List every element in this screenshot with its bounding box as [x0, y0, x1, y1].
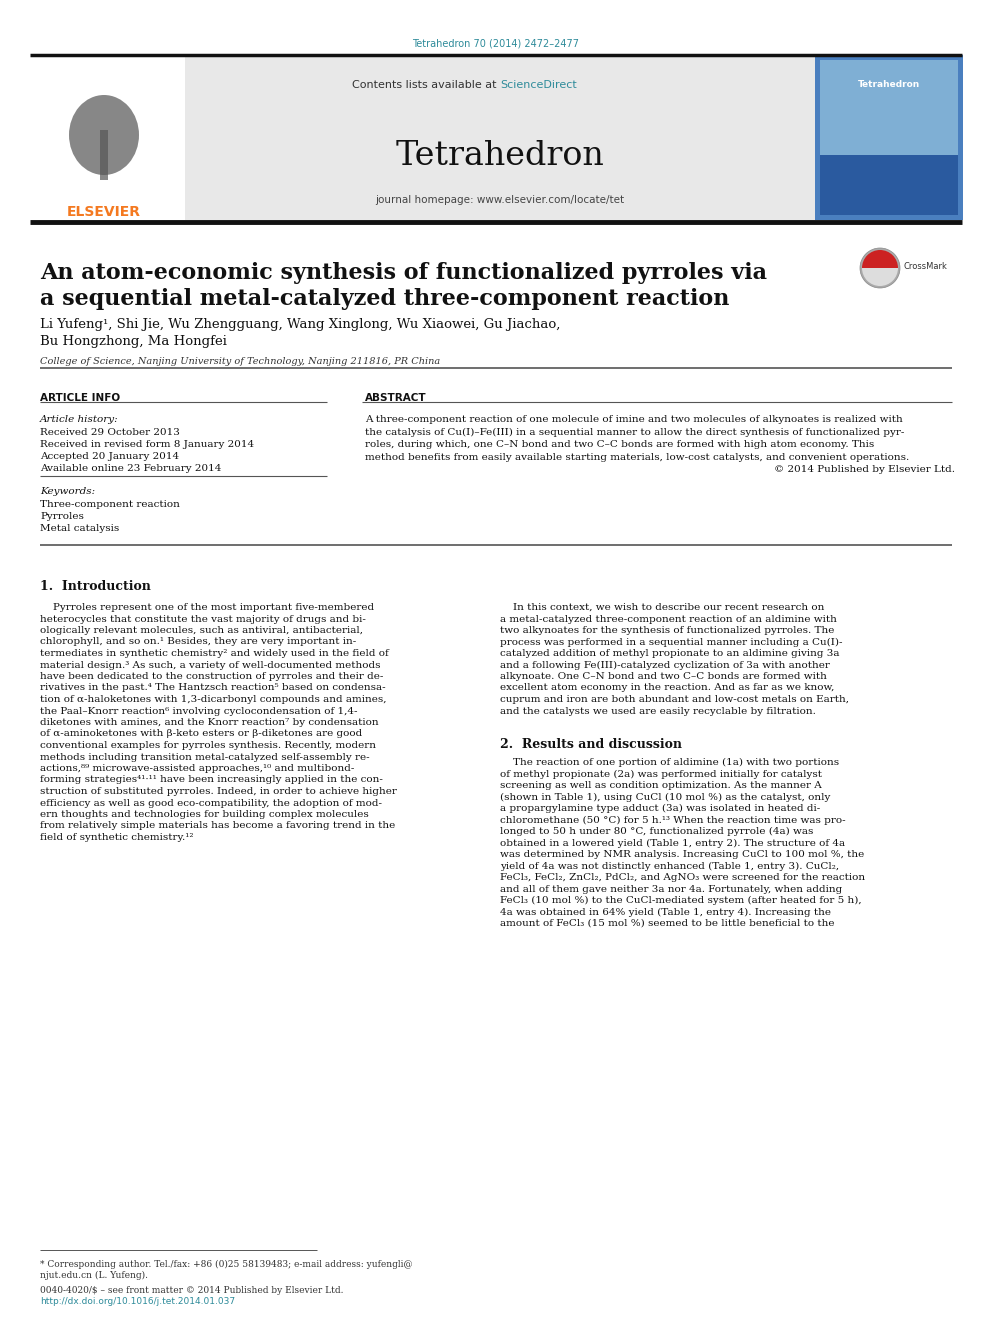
Text: yield of 4a was not distinctly enhanced (Table 1, entry 3). CuCl₂,: yield of 4a was not distinctly enhanced … [500, 861, 839, 871]
Text: a metal-catalyzed three-component reaction of an aldimine with: a metal-catalyzed three-component reacti… [500, 614, 837, 623]
Text: CrossMark: CrossMark [904, 262, 948, 271]
Text: Three-component reaction: Three-component reaction [40, 500, 180, 509]
Text: process was performed in a sequential manner including a Cu(I)-: process was performed in a sequential ma… [500, 638, 842, 647]
Text: chlorophyll, and so on.¹ Besides, they are very important in-: chlorophyll, and so on.¹ Besides, they a… [40, 638, 356, 647]
Text: Accepted 20 January 2014: Accepted 20 January 2014 [40, 452, 180, 460]
Text: chloromethane (50 °C) for 5 h.¹³ When the reaction time was pro-: chloromethane (50 °C) for 5 h.¹³ When th… [500, 815, 845, 824]
Text: longed to 50 h under 80 °C, functionalized pyrrole (4a) was: longed to 50 h under 80 °C, functionaliz… [500, 827, 813, 836]
Text: © 2014 Published by Elsevier Ltd.: © 2014 Published by Elsevier Ltd. [774, 464, 955, 474]
Text: and the catalysts we used are easily recyclable by filtration.: and the catalysts we used are easily rec… [500, 706, 815, 716]
Circle shape [860, 247, 900, 288]
Text: heterocycles that constitute the vast majority of drugs and bi-: heterocycles that constitute the vast ma… [40, 614, 366, 623]
Bar [815, 56, 963, 220]
Text: In this context, we wish to describe our recent research on: In this context, we wish to describe our… [500, 603, 824, 613]
Text: conventional examples for pyrroles synthesis. Recently, modern: conventional examples for pyrroles synth… [40, 741, 376, 750]
Text: ARTICLE INFO: ARTICLE INFO [40, 393, 120, 404]
Text: the catalysis of Cu(I)–Fe(III) in a sequential manner to allow the direct synthe: the catalysis of Cu(I)–Fe(III) in a sequ… [365, 427, 905, 437]
Text: method benefits from easily available starting materials, low-cost catalysts, an: method benefits from easily available st… [365, 452, 910, 462]
Text: of α-aminoketones with β-keto esters or β-diketones are good: of α-aminoketones with β-keto esters or … [40, 729, 362, 738]
Text: College of Science, Nanjing University of Technology, Nanjing 211816, PR China: College of Science, Nanjing University o… [40, 357, 440, 366]
Wedge shape [862, 269, 898, 286]
Text: cuprum and iron are both abundant and low-cost metals on Earth,: cuprum and iron are both abundant and lo… [500, 695, 849, 704]
Text: http://dx.doi.org/10.1016/j.tet.2014.01.037: http://dx.doi.org/10.1016/j.tet.2014.01.… [40, 1297, 235, 1306]
Text: The reaction of one portion of aldimine (1a) with two portions: The reaction of one portion of aldimine … [500, 758, 839, 767]
Text: journal homepage: www.elsevier.com/locate/tet: journal homepage: www.elsevier.com/locat… [375, 194, 625, 205]
Text: ELSEVIER: ELSEVIER [67, 205, 141, 220]
Text: material design.³ As such, a variety of well-documented methods: material design.³ As such, a variety of … [40, 660, 381, 669]
Bar [100, 130, 108, 180]
Text: Bu Hongzhong, Ma Hongfei: Bu Hongzhong, Ma Hongfei [40, 335, 227, 348]
Text: was determined by NMR analysis. Increasing CuCl to 100 mol %, the: was determined by NMR analysis. Increasi… [500, 849, 864, 859]
Text: obtained in a lowered yield (Table 1, entry 2). The structure of 4a: obtained in a lowered yield (Table 1, en… [500, 839, 845, 848]
Bar [185, 56, 815, 220]
Text: Tetrahedron: Tetrahedron [396, 140, 604, 172]
Text: * Corresponding author. Tel./fax: +86 (0)25 58139483; e-mail address: yufengli@: * Corresponding author. Tel./fax: +86 (0… [40, 1259, 413, 1269]
Text: 0040-4020/$ – see front matter © 2014 Published by Elsevier Ltd.: 0040-4020/$ – see front matter © 2014 Pu… [40, 1286, 343, 1295]
Text: (shown in Table 1), using CuCl (10 mol %) as the catalyst, only: (shown in Table 1), using CuCl (10 mol %… [500, 792, 830, 802]
Text: ologically relevant molecules, such as antiviral, antibacterial,: ologically relevant molecules, such as a… [40, 626, 363, 635]
Text: rivatives in the past.⁴ The Hantzsch reaction⁵ based on condensa-: rivatives in the past.⁴ The Hantzsch rea… [40, 684, 386, 692]
Text: Contents lists available at: Contents lists available at [352, 79, 500, 90]
Bar [820, 155, 958, 216]
Text: a sequential metal-catalyzed three-component reaction: a sequential metal-catalyzed three-compo… [40, 288, 729, 310]
Text: tion of α-haloketones with 1,3-dicarbonyl compounds and amines,: tion of α-haloketones with 1,3-dicarbony… [40, 695, 387, 704]
Text: struction of substituted pyrroles. Indeed, in order to achieve higher: struction of substituted pyrroles. Indee… [40, 787, 397, 796]
Wedge shape [862, 250, 898, 269]
Text: Tetrahedron: Tetrahedron [858, 79, 921, 89]
Text: FeCl₃, FeCl₂, ZnCl₂, PdCl₂, and AgNO₃ were screened for the reaction: FeCl₃, FeCl₂, ZnCl₂, PdCl₂, and AgNO₃ we… [500, 873, 865, 882]
Text: FeCl₃ (10 mol %) to the CuCl-mediated system (after heated for 5 h),: FeCl₃ (10 mol %) to the CuCl-mediated sy… [500, 896, 862, 905]
Text: njut.edu.cn (L. Yufeng).: njut.edu.cn (L. Yufeng). [40, 1271, 148, 1281]
Text: screening as well as condition optimization. As the manner A: screening as well as condition optimizat… [500, 781, 821, 790]
Text: catalyzed addition of methyl propionate to an aldimine giving 3a: catalyzed addition of methyl propionate … [500, 650, 839, 658]
Text: efficiency as well as good eco-compatibility, the adoption of mod-: efficiency as well as good eco-compatibi… [40, 799, 382, 807]
Text: ern thoughts and technologies for building complex molecules: ern thoughts and technologies for buildi… [40, 810, 369, 819]
Text: Tetrahedron 70 (2014) 2472–2477: Tetrahedron 70 (2014) 2472–2477 [413, 38, 579, 48]
Text: Received in revised form 8 January 2014: Received in revised form 8 January 2014 [40, 441, 254, 448]
Text: roles, during which, one C–N bond and two C–C bonds are formed with high atom ec: roles, during which, one C–N bond and tw… [365, 441, 874, 448]
Text: of methyl propionate (2a) was performed initially for catalyst: of methyl propionate (2a) was performed … [500, 770, 822, 779]
Text: a propargylamine type adduct (3a) was isolated in heated di-: a propargylamine type adduct (3a) was is… [500, 804, 820, 814]
Text: forming strategies⁴¹·¹¹ have been increasingly applied in the con-: forming strategies⁴¹·¹¹ have been increa… [40, 775, 383, 785]
Bar [820, 60, 958, 216]
Text: have been dedicated to the construction of pyrroles and their de-: have been dedicated to the construction … [40, 672, 383, 681]
Text: and all of them gave neither 3a nor 4a. Fortunately, when adding: and all of them gave neither 3a nor 4a. … [500, 885, 842, 893]
Text: Li Yufeng¹, Shi Jie, Wu Zhengguang, Wang Xinglong, Wu Xiaowei, Gu Jiachao,: Li Yufeng¹, Shi Jie, Wu Zhengguang, Wang… [40, 318, 560, 331]
Bar [30, 56, 185, 220]
Text: A three-component reaction of one molecule of imine and two molecules of alkynoa: A three-component reaction of one molecu… [365, 415, 903, 423]
Text: Article history:: Article history: [40, 415, 119, 423]
Text: 4a was obtained in 64% yield (Table 1, entry 4). Increasing the: 4a was obtained in 64% yield (Table 1, e… [500, 908, 831, 917]
Text: Available online 23 February 2014: Available online 23 February 2014 [40, 464, 221, 474]
Text: field of synthetic chemistry.¹²: field of synthetic chemistry.¹² [40, 833, 193, 841]
Text: two alkynoates for the synthesis of functionalized pyrroles. The: two alkynoates for the synthesis of func… [500, 626, 834, 635]
Text: termediates in synthetic chemistry² and widely used in the field of: termediates in synthetic chemistry² and … [40, 650, 389, 658]
Text: amount of FeCl₃ (15 mol %) seemed to be little beneficial to the: amount of FeCl₃ (15 mol %) seemed to be … [500, 919, 834, 927]
Text: An atom-economic synthesis of functionalized pyrroles via: An atom-economic synthesis of functional… [40, 262, 767, 284]
Text: the Paal–Knorr reaction⁶ involving cyclocondensation of 1,4-: the Paal–Knorr reaction⁶ involving cyclo… [40, 706, 357, 716]
Text: actions,⁸⁹ microwave-assisted approaches,¹⁰ and multibond-: actions,⁸⁹ microwave-assisted approaches… [40, 763, 354, 773]
Text: Metal catalysis: Metal catalysis [40, 524, 119, 533]
Text: excellent atom economy in the reaction. And as far as we know,: excellent atom economy in the reaction. … [500, 684, 834, 692]
Text: methods including transition metal-catalyzed self-assembly re-: methods including transition metal-catal… [40, 753, 370, 762]
Text: and a following Fe(III)-catalyzed cyclization of 3a with another: and a following Fe(III)-catalyzed cycliz… [500, 660, 830, 669]
Text: alkynoate. One C–N bond and two C–C bonds are formed with: alkynoate. One C–N bond and two C–C bond… [500, 672, 827, 681]
Text: 1.  Introduction: 1. Introduction [40, 579, 151, 593]
Ellipse shape [69, 95, 139, 175]
Text: Pyrroles represent one of the most important five-membered: Pyrroles represent one of the most impor… [40, 603, 374, 613]
Text: from relatively simple materials has become a favoring trend in the: from relatively simple materials has bec… [40, 822, 395, 831]
Text: Received 29 October 2013: Received 29 October 2013 [40, 429, 180, 437]
Text: 2.  Results and discussion: 2. Results and discussion [500, 738, 682, 751]
Text: diketones with amines, and the Knorr reaction⁷ by condensation: diketones with amines, and the Knorr rea… [40, 718, 379, 728]
Text: ScienceDirect: ScienceDirect [500, 79, 576, 90]
Text: ABSTRACT: ABSTRACT [365, 393, 427, 404]
Text: Pyrroles: Pyrroles [40, 512, 84, 521]
Text: Keywords:: Keywords: [40, 487, 95, 496]
